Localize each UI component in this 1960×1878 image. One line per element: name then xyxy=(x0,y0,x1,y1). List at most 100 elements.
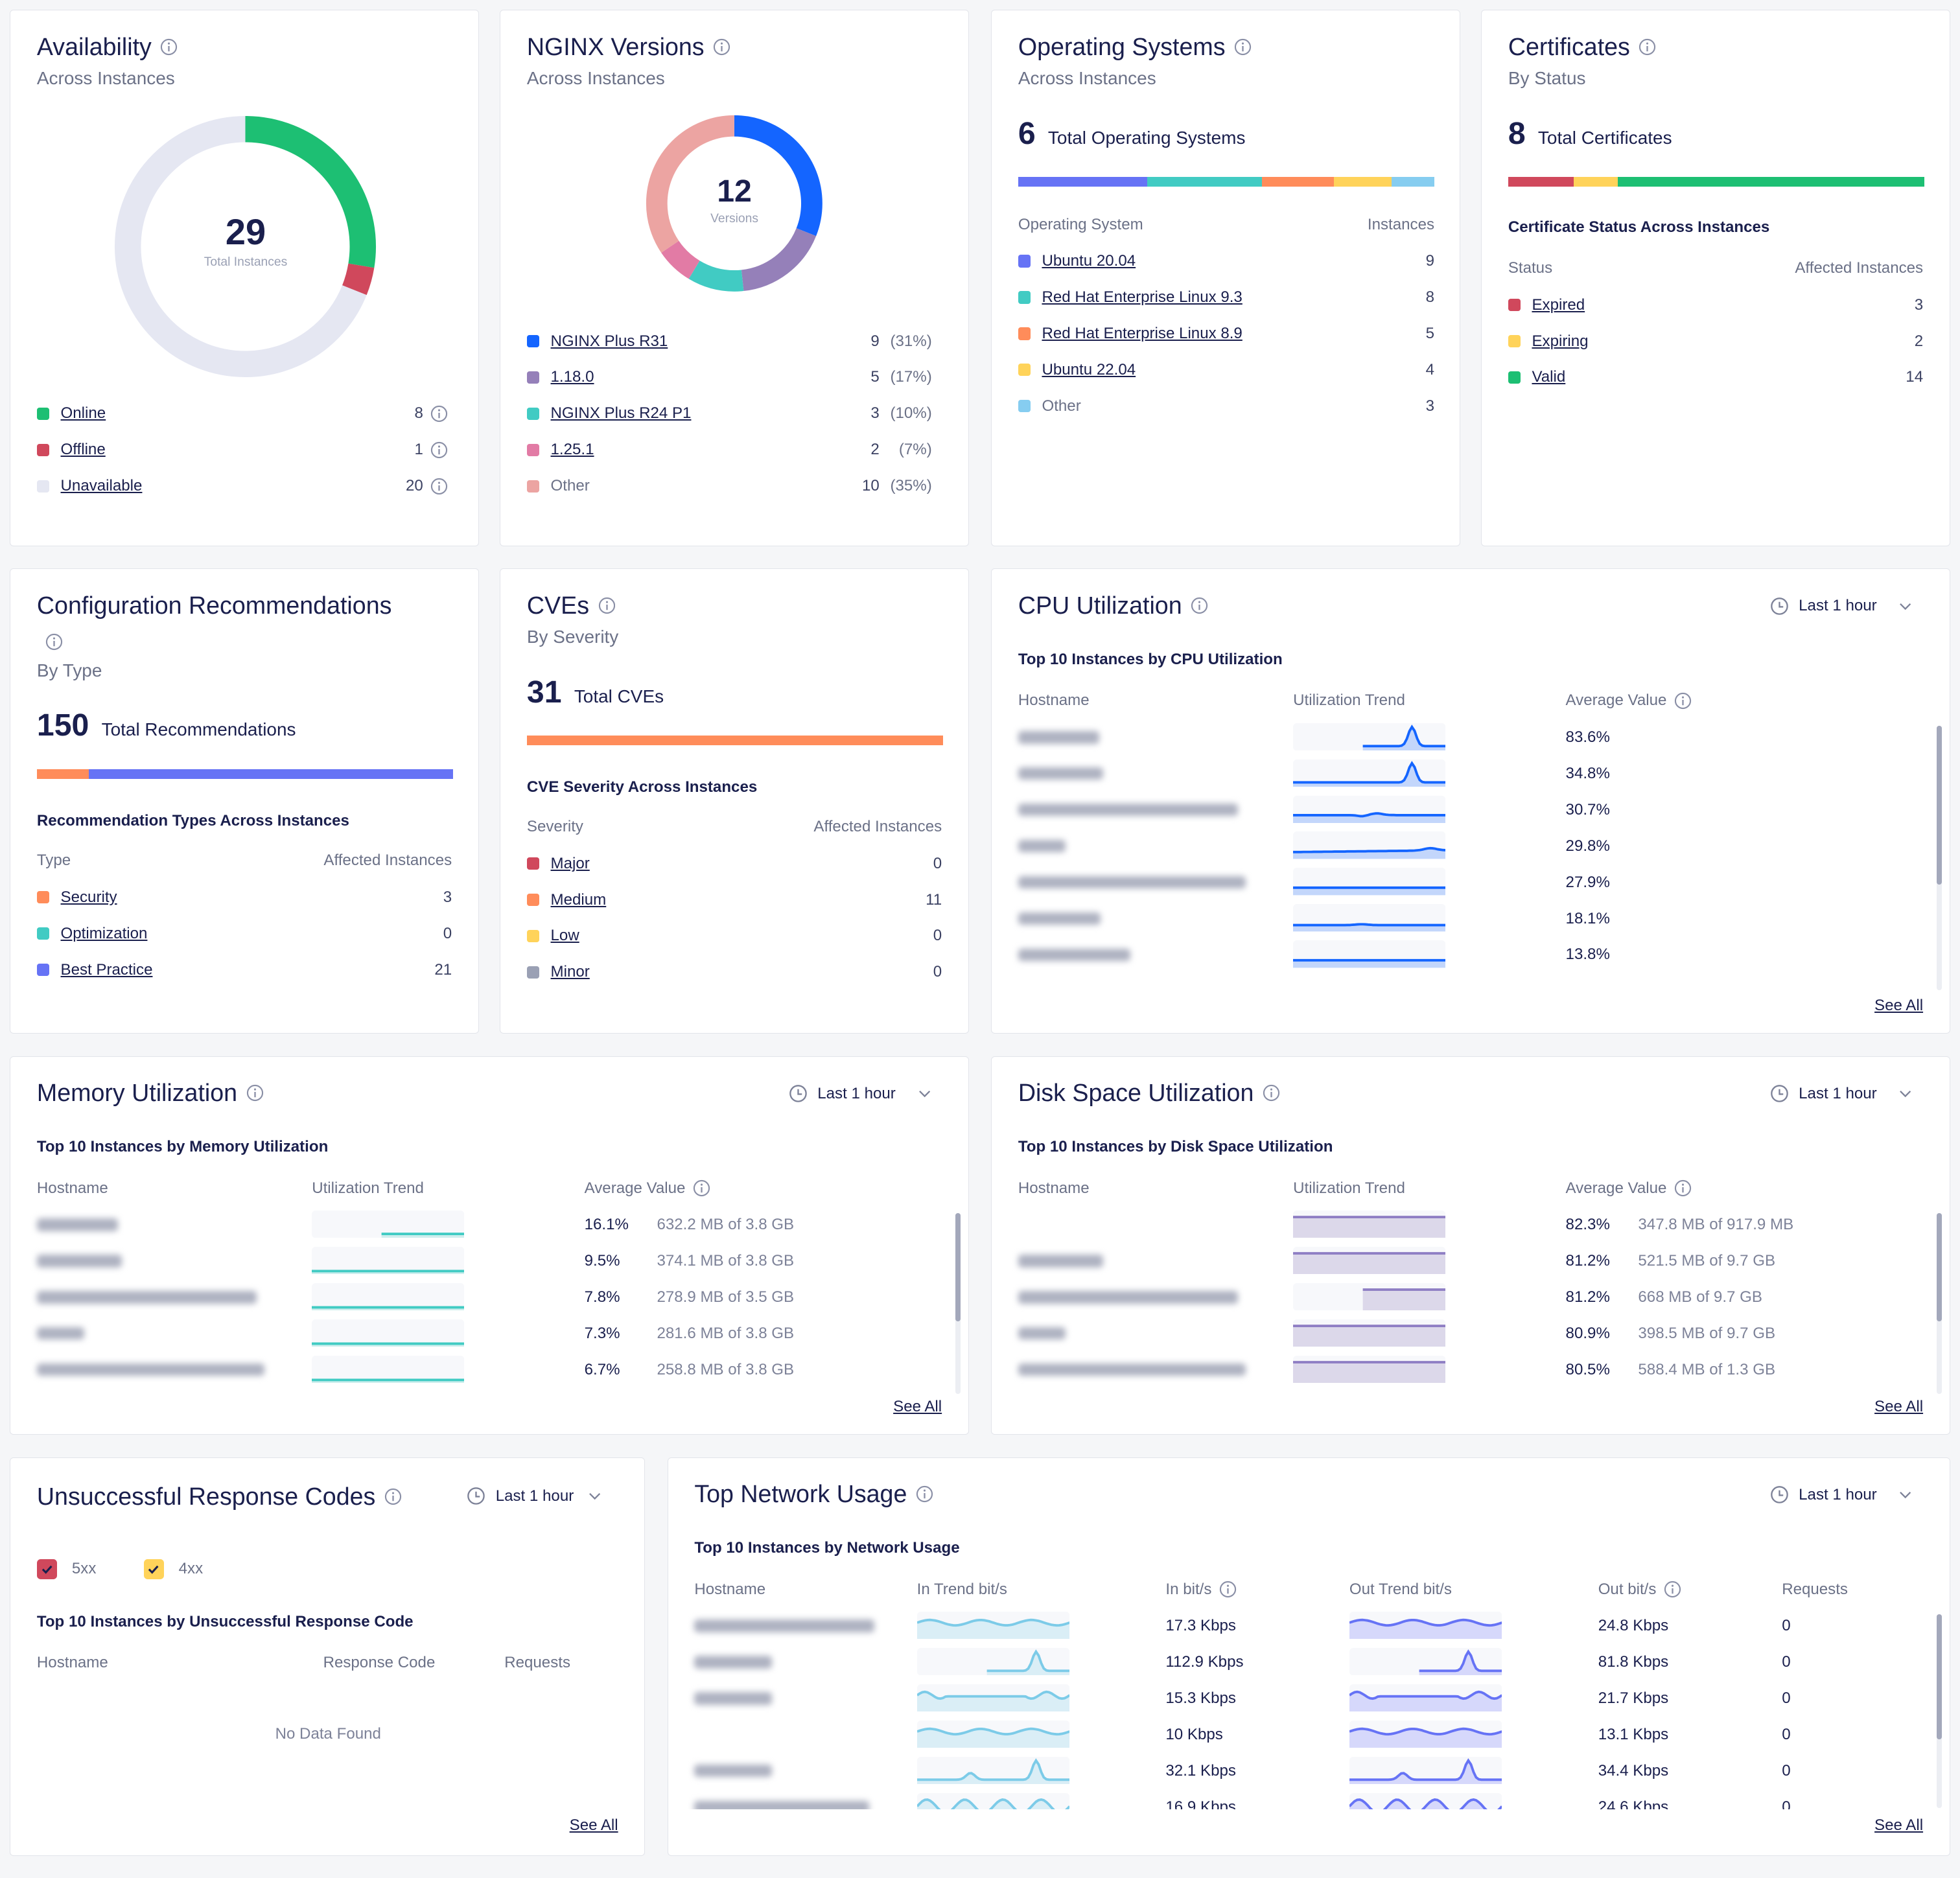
bar-segment-red-hat-enterprise-linux-8-9[interactable] xyxy=(1262,176,1334,187)
legend-label[interactable]: Best Practice xyxy=(60,960,153,979)
hostname-redacted[interactable] xyxy=(1018,767,1103,780)
table-row[interactable]: 7.3% 281.6 MB of 3.8 GB xyxy=(10,1316,935,1352)
table-row[interactable]: 29.8% xyxy=(992,828,1917,864)
legend-label[interactable]: Medium xyxy=(550,890,607,909)
info-icon[interactable] xyxy=(430,405,448,423)
time-range-select[interactable]: Last 1 hour xyxy=(467,1487,601,1505)
scrollbar-thumb[interactable] xyxy=(1937,1212,1942,1322)
legend-label[interactable]: Valid xyxy=(1532,368,1566,386)
hostname-redacted[interactable] xyxy=(1018,840,1066,853)
info-icon[interactable] xyxy=(598,597,616,614)
donut-segment-nginx-plus-r31[interactable] xyxy=(646,115,823,292)
info-icon[interactable] xyxy=(1219,1581,1237,1598)
hostname-redacted[interactable] xyxy=(36,1255,122,1268)
hostname-redacted[interactable] xyxy=(36,1363,264,1376)
see-all-link[interactable]: See All xyxy=(569,1816,618,1835)
table-row[interactable]: 16.1% 632.2 MB of 3.8 GB xyxy=(10,1207,935,1243)
hostname-redacted[interactable] xyxy=(1018,1291,1239,1304)
bar-segment-other[interactable] xyxy=(1391,176,1435,187)
table-row[interactable]: 15.3 Kbps 21.7 Kbps 0 xyxy=(668,1680,1919,1717)
legend-label[interactable]: 1.25.1 xyxy=(550,441,594,459)
hostname-redacted[interactable] xyxy=(1018,948,1131,962)
scrollbar[interactable] xyxy=(955,1212,961,1395)
legend-label[interactable]: NGINX Plus R24 P1 xyxy=(550,404,692,423)
info-icon[interactable] xyxy=(246,1084,264,1102)
bar-segment-security[interactable] xyxy=(36,769,89,780)
info-icon[interactable] xyxy=(160,38,178,56)
legend-label[interactable]: 1.18.0 xyxy=(550,368,594,386)
table-row[interactable]: 9.5% 374.1 MB of 3.8 GB xyxy=(10,1243,935,1279)
bar-segment-ubuntu-22-04[interactable] xyxy=(1334,176,1392,187)
legend-label[interactable]: Expiring xyxy=(1532,332,1589,350)
info-icon[interactable] xyxy=(916,1485,933,1503)
table-row[interactable]: 83.6% xyxy=(992,719,1917,756)
table-row[interactable]: 112.9 Kbps 81.8 Kbps 0 xyxy=(668,1644,1919,1680)
time-range-select[interactable]: Last 1 hour xyxy=(789,1084,931,1103)
hostname-redacted[interactable] xyxy=(1018,731,1100,744)
legend-label[interactable]: Red Hat Enterprise Linux 9.3 xyxy=(1042,288,1242,306)
donut-segment-unavailable[interactable] xyxy=(115,116,377,378)
info-icon[interactable] xyxy=(45,633,63,651)
hostname-redacted[interactable] xyxy=(1018,1255,1103,1268)
table-row[interactable]: 82.3% 347.8 MB of 917.9 MB xyxy=(992,1207,1917,1243)
hostname-redacted[interactable] xyxy=(36,1218,119,1231)
table-row[interactable]: 34.8% xyxy=(992,756,1917,792)
scrollbar-thumb[interactable] xyxy=(1937,1614,1942,1739)
hostname-redacted[interactable] xyxy=(36,1291,257,1304)
bar-segment-ubuntu-20-04[interactable] xyxy=(1018,176,1148,187)
table-row[interactable]: 80.9% 398.5 MB of 9.7 GB xyxy=(992,1316,1917,1352)
hostname-redacted[interactable] xyxy=(694,1656,772,1669)
hostname-redacted[interactable] xyxy=(1018,912,1101,925)
info-icon[interactable] xyxy=(1191,597,1208,614)
table-row[interactable]: 80.5% 588.4 MB of 1.3 GB xyxy=(992,1352,1917,1388)
table-row[interactable]: 7.8% 278.9 MB of 3.5 GB xyxy=(10,1279,935,1316)
info-icon[interactable] xyxy=(693,1179,710,1197)
legend-label[interactable]: Red Hat Enterprise Linux 8.9 xyxy=(1042,324,1242,342)
info-icon[interactable] xyxy=(430,441,448,459)
hostname-redacted[interactable] xyxy=(36,1327,85,1340)
time-range-select[interactable]: Last 1 hour xyxy=(1770,597,1912,616)
hostname-redacted[interactable] xyxy=(1018,1327,1066,1340)
checkbox[interactable] xyxy=(143,1559,164,1579)
table-row[interactable]: 18.1% xyxy=(992,901,1917,937)
legend-label[interactable]: Ubuntu 22.04 xyxy=(1042,360,1136,378)
legend-label[interactable]: Unavailable xyxy=(60,477,143,495)
legend-label[interactable]: Offline xyxy=(60,441,106,459)
bar-segment-valid[interactable] xyxy=(1617,176,1925,187)
info-icon[interactable] xyxy=(713,38,730,56)
table-row[interactable]: 27.9% xyxy=(992,864,1917,901)
table-row[interactable]: 13.8% xyxy=(992,936,1917,973)
legend-label[interactable]: Expired xyxy=(1532,296,1585,314)
filter-5xx[interactable]: 5xx xyxy=(36,1559,96,1579)
legend-label[interactable]: Optimization xyxy=(60,924,148,942)
info-icon[interactable] xyxy=(1263,1084,1280,1102)
info-icon[interactable] xyxy=(1674,692,1692,710)
legend-label[interactable]: Security xyxy=(60,888,117,906)
hostname-redacted[interactable] xyxy=(694,1692,772,1705)
scrollbar[interactable] xyxy=(1937,725,1942,991)
info-icon[interactable] xyxy=(1639,38,1656,56)
donut-segment-nginx-plus-r24-p1[interactable] xyxy=(646,115,823,292)
table-row[interactable]: 10 Kbps 13.1 Kbps 0 xyxy=(668,1717,1919,1753)
hostname-redacted[interactable] xyxy=(694,1765,772,1778)
scrollbar[interactable] xyxy=(1937,1212,1942,1395)
table-row[interactable]: 32.1 Kbps 34.4 Kbps 0 xyxy=(668,1753,1919,1789)
table-row[interactable]: 17.3 Kbps 24.8 Kbps 0 xyxy=(668,1608,1919,1644)
table-row[interactable]: 81.2% 668 MB of 9.7 GB xyxy=(992,1279,1917,1316)
hostname-redacted[interactable] xyxy=(1018,804,1239,817)
info-icon[interactable] xyxy=(1234,38,1252,56)
scrollbar[interactable] xyxy=(1937,1614,1942,1808)
info-icon[interactable] xyxy=(430,478,448,495)
filter-4xx[interactable]: 4xx xyxy=(143,1559,203,1579)
checkbox[interactable] xyxy=(36,1559,57,1579)
hostname-redacted[interactable] xyxy=(1018,1363,1246,1376)
see-all-link[interactable]: See All xyxy=(1874,997,1924,1015)
see-all-link[interactable]: See All xyxy=(893,1398,942,1416)
scrollbar-thumb[interactable] xyxy=(1937,725,1942,885)
scrollbar-thumb[interactable] xyxy=(955,1212,961,1322)
legend-label[interactable]: NGINX Plus R31 xyxy=(550,332,668,350)
legend-label[interactable]: Minor xyxy=(550,963,590,981)
legend-label[interactable]: Major xyxy=(550,854,590,872)
legend-label[interactable]: Online xyxy=(60,404,106,423)
bar-segment-expiring[interactable] xyxy=(1574,176,1618,187)
